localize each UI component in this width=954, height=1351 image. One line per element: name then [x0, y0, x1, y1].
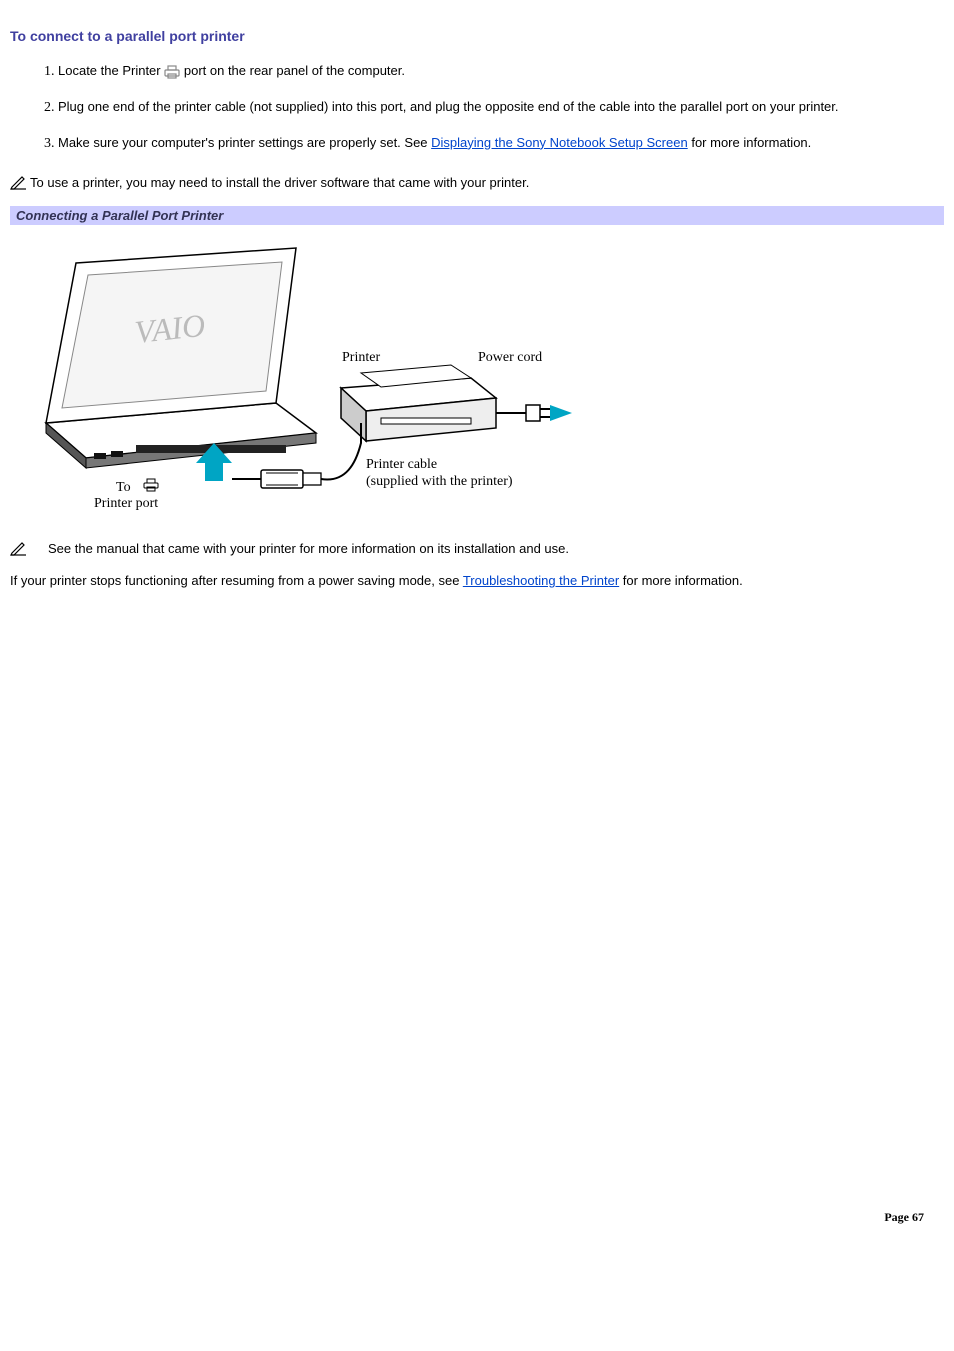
- printer-illustration: Printer Power cord: [341, 350, 572, 441]
- label-power-cord: Power cord: [478, 350, 542, 365]
- closing-prefix: If your printer stops functioning after …: [10, 573, 463, 588]
- svg-text:Printer port: Printer port: [94, 496, 158, 511]
- section-title: To connect to a parallel port printer: [10, 28, 944, 44]
- closing-paragraph: If your printer stops functioning after …: [10, 572, 944, 590]
- pencil-note-icon: [10, 174, 30, 190]
- step-2: Plug one end of the printer cable (not s…: [58, 98, 944, 118]
- to-printer-port-label: To Printer port: [94, 479, 158, 511]
- setup-screen-link[interactable]: Displaying the Sony Notebook Setup Scree…: [431, 135, 688, 150]
- laptop-illustration: VAIO: [46, 248, 316, 468]
- svg-text:To: To: [116, 480, 131, 495]
- closing-suffix: for more information.: [623, 573, 743, 588]
- step-1: Locate the Printer port on the rear pane…: [58, 62, 944, 82]
- step-3-suffix: for more information.: [691, 135, 811, 150]
- step-1-prefix: Locate the Printer: [58, 63, 164, 78]
- vaio-logo-text: VAIO: [133, 307, 207, 350]
- step-3-prefix: Make sure your computer's printer settin…: [58, 135, 431, 150]
- footer-label: Page: [884, 1210, 912, 1224]
- label-printer-cable-1: Printer cable: [366, 457, 437, 472]
- step-1-suffix: port on the rear panel of the computer.: [184, 63, 405, 78]
- troubleshooting-link[interactable]: Troubleshooting the Printer: [463, 573, 619, 588]
- figure-caption: Connecting a Parallel Port Printer: [10, 206, 944, 225]
- label-printer: Printer: [342, 350, 380, 365]
- step-2-text: Plug one end of the printer cable (not s…: [58, 99, 839, 114]
- page-footer: Page 67: [10, 1210, 944, 1225]
- note-1-text: To use a printer, you may need to instal…: [30, 174, 529, 192]
- note-2-text: See the manual that came with your print…: [30, 540, 569, 558]
- footer-page-number: 67: [912, 1210, 924, 1224]
- printer-port-icon: [164, 63, 184, 78]
- pencil-note-icon: [10, 540, 30, 556]
- label-printer-cable-2: (supplied with the printer): [366, 474, 513, 489]
- step-3: Make sure your computer's printer settin…: [58, 134, 944, 154]
- figure-diagram: VAIO Printer Power cord: [16, 233, 944, 516]
- steps-list: Locate the Printer port on the rear pane…: [10, 62, 944, 154]
